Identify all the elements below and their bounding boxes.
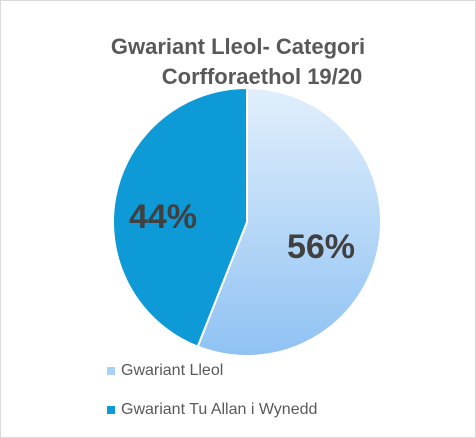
pie-slice — [112, 86, 248, 348]
legend-swatch — [107, 406, 115, 414]
legend-label: Gwariant Lleol — [121, 362, 223, 379]
legend-swatch — [107, 367, 115, 375]
chart-title: Gwariant Lleol- Categori — [111, 34, 365, 59]
data-label: 56% — [287, 228, 355, 266]
pie-slice — [196, 86, 382, 357]
legend-label: Gwariant Tu Allan i Wynedd — [121, 401, 317, 418]
chart-title: Corfforaethol 19/20 — [162, 64, 363, 89]
data-label: 44% — [129, 198, 197, 236]
